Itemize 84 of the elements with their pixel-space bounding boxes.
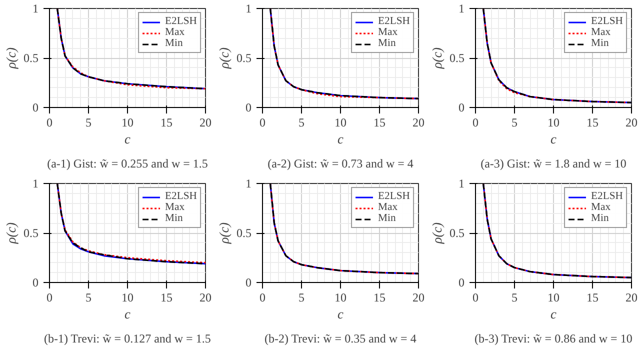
y-tick-label: 0.5 — [236, 226, 252, 240]
text: (b-2) Trevi: w̃ = 0.35 and w = 4 — [264, 332, 416, 346]
x-tick-label: 20 — [626, 290, 638, 304]
x-tick-label: 5 — [512, 116, 518, 130]
legend-label: Min — [591, 213, 610, 224]
x-axis-title: c — [124, 132, 131, 146]
y-tick-label: 1 — [458, 2, 464, 16]
y-tick-label: 0.5 — [24, 226, 38, 240]
x-tick-label: 10 — [122, 116, 134, 130]
legend-label: Max — [165, 202, 186, 213]
y-axis-title: ρ(c) — [430, 222, 444, 245]
legend-label: E2LSH — [591, 191, 623, 202]
legend-label: E2LSH — [165, 16, 197, 27]
x-tick-label: 0 — [46, 290, 52, 304]
y-tick-label: 0.5 — [24, 51, 38, 65]
legend-label: Max — [591, 202, 612, 213]
x-tick-label: 15 — [586, 290, 598, 304]
x-axis-title: c — [550, 306, 557, 322]
x-tick-label: 10 — [334, 116, 346, 130]
y-tick-label: 1 — [32, 2, 38, 16]
x-tick-label: 0 — [472, 116, 478, 130]
y-axis-title: ρ(c) — [4, 222, 18, 245]
legend-label: Min — [165, 38, 184, 49]
y-tick-label: 0 — [458, 100, 464, 114]
x-tick-label: 5 — [86, 290, 92, 304]
x-axis-title: c — [338, 306, 344, 322]
x-tick-label: 20 — [412, 116, 424, 130]
x-tick-label: 5 — [298, 290, 304, 304]
x-tick-label: 20 — [412, 290, 424, 304]
legend-label: Min — [378, 38, 397, 49]
text: (b-1) Trevi: w̃ = 0.127 and w = 1.5 — [44, 332, 211, 346]
y-axis-title: ρ(c) — [216, 222, 232, 245]
x-tick-label: 0 — [46, 116, 52, 130]
legend-label: Max — [378, 202, 398, 213]
y-tick-label: 1 — [246, 176, 252, 190]
text: (a-3) Gist: w̃ = 1.8 and w = 10 — [480, 156, 626, 170]
x-tick-label: 5 — [298, 116, 304, 130]
y-tick-label: 1 — [246, 2, 252, 16]
y-tick-label: 1 — [458, 176, 464, 190]
x-tick-label: 20 — [200, 116, 212, 130]
y-tick-label: 0 — [246, 276, 252, 290]
legend-label: E2LSH — [378, 191, 410, 202]
y-tick-label: 0.5 — [450, 226, 464, 240]
y-axis-title: ρ(c) — [4, 46, 18, 70]
x-tick-label: 0 — [260, 290, 266, 304]
x-axis-title: c — [550, 132, 557, 146]
x-tick-label: 20 — [200, 290, 212, 304]
y-axis-title: ρ(c) — [216, 46, 232, 70]
y-tick-label: 0 — [458, 276, 464, 290]
legend-label: Min — [165, 213, 184, 224]
x-tick-label: 15 — [374, 290, 386, 304]
text: (a-2) Gist: w̃ = 0.73 and w = 4 — [268, 156, 414, 170]
y-tick-label: 0.5 — [236, 51, 252, 65]
x-tick-label: 20 — [626, 116, 638, 130]
y-tick-label: 0.5 — [450, 51, 464, 65]
x-tick-label: 5 — [86, 116, 92, 130]
y-tick-label: 1 — [32, 176, 38, 190]
legend-label: Min — [378, 213, 397, 224]
y-tick-label: 0 — [32, 276, 38, 290]
x-tick-label: 10 — [122, 290, 134, 304]
x-tick-label: 15 — [374, 116, 386, 130]
legend-label: Max — [165, 27, 186, 38]
y-tick-label: 0 — [32, 100, 38, 114]
legend-label: E2LSH — [378, 16, 410, 27]
x-tick-label: 10 — [334, 290, 346, 304]
x-tick-label: 0 — [472, 290, 478, 304]
x-axis-title: c — [338, 132, 344, 146]
x-tick-label: 10 — [548, 116, 560, 130]
legend-label: E2LSH — [165, 191, 197, 202]
legend-label: Max — [591, 27, 612, 38]
text: (a-1) Gist: w̃ = 0.255 and w = 1.5 — [47, 156, 208, 170]
y-tick-label: 0 — [246, 100, 252, 114]
x-tick-label: 0 — [260, 116, 266, 130]
legend-label: Max — [378, 27, 398, 38]
x-tick-label: 5 — [512, 290, 518, 304]
legend-label: E2LSH — [591, 16, 623, 27]
legend-label: Min — [591, 38, 610, 49]
x-axis-title: c — [124, 306, 131, 322]
x-tick-label: 10 — [548, 290, 560, 304]
x-tick-label: 15 — [586, 116, 598, 130]
x-tick-label: 15 — [160, 290, 172, 304]
y-axis-title: ρ(c) — [430, 46, 444, 70]
text: (b-3) Trevi: w̃ = 0.86 and w = 10 — [474, 332, 632, 346]
x-tick-label: 15 — [160, 116, 172, 130]
